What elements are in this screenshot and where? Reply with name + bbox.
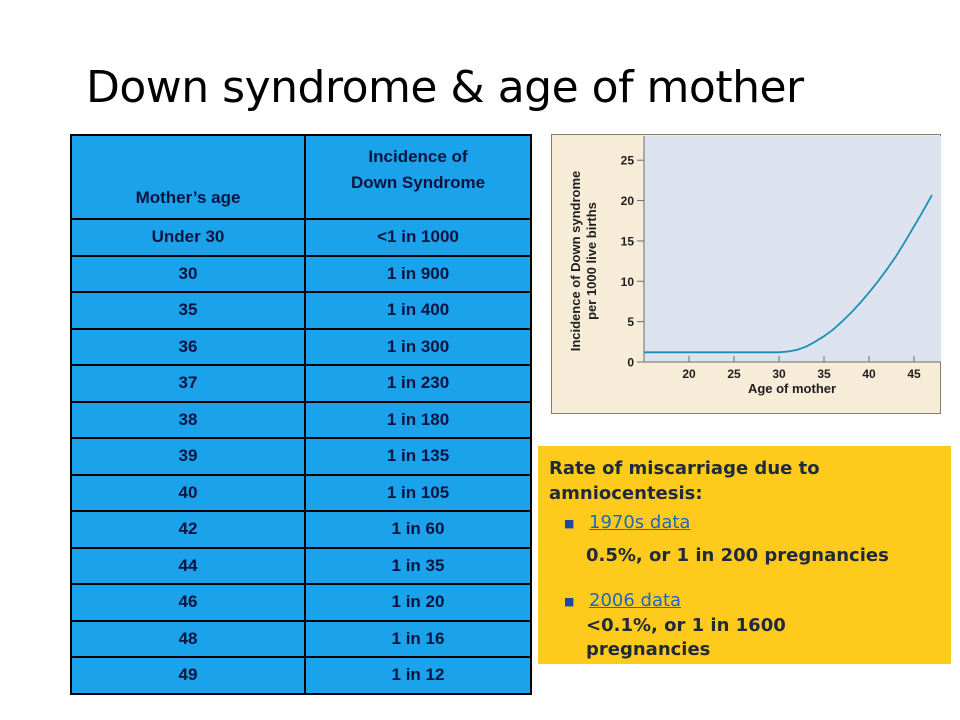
item1-text: 0.5%, or 1 in 200 pregnancies	[586, 545, 889, 566]
table-row: 44 1 in 35	[70, 546, 532, 585]
y-tick-label: 0	[627, 356, 634, 370]
incidence-table: Mother’s age Incidence of Down Syndrome …	[70, 134, 532, 695]
y-axis-label-line2: per 1000 live births	[584, 202, 599, 320]
incidence-cell: 1 in 20	[304, 583, 532, 622]
table-row: 36 1 in 300	[70, 327, 532, 366]
info-heading-line1: Rate of miscarriage due to	[549, 458, 820, 479]
age-cell: 38	[70, 400, 306, 439]
y-tick-label: 10	[621, 275, 635, 289]
incidence-cell: 1 in 35	[304, 546, 532, 585]
table-header-row: Mother’s age Incidence of Down Syndrome	[70, 134, 532, 220]
info-heading-line2: amniocentesis:	[549, 483, 703, 504]
y-tick-label: 20	[621, 194, 635, 208]
age-cell: 42	[70, 510, 306, 549]
age-cell: 40	[70, 473, 306, 512]
incidence-cell: 1 in 135	[304, 437, 532, 476]
table-row: 48 1 in 16	[70, 619, 532, 658]
link-1970s-data[interactable]: 1970s data	[589, 512, 691, 533]
table-row: 38 1 in 180	[70, 400, 532, 439]
table-row: 37 1 in 230	[70, 364, 532, 403]
x-tick-label: 40	[862, 367, 876, 381]
y-tick-label: 5	[627, 315, 634, 329]
age-cell: 49	[70, 656, 306, 695]
age-cell: Under 30	[70, 218, 306, 257]
info-heading: Rate of miscarriage due to amniocentesis…	[549, 456, 939, 506]
table-row: 46 1 in 20	[70, 583, 532, 622]
x-tick-label: 30	[772, 367, 786, 381]
y-tick-label: 15	[621, 234, 635, 248]
y-axis-label-line1: Incidence of Down syndrome	[568, 171, 583, 352]
age-cell: 46	[70, 583, 306, 622]
table-body: Under 30 <1 in 1000 30 1 in 900 35 1 in 400 36…	[70, 218, 532, 695]
x-axis-label: Age of mother	[748, 381, 836, 396]
column-header-incidence: Incidence of Down Syndrome	[304, 134, 532, 220]
incidence-graph: 0 5 10 15 20 25 20 25 30 35 40 45 Incidence of Dow…	[551, 134, 941, 414]
incidence-cell: 1 in 105	[304, 473, 532, 512]
column-header-incidence-line2: Down Syndrome	[350, 172, 486, 192]
item2-text: <0.1%, or 1 in 1600 pregnancies	[586, 614, 948, 662]
age-cell: 37	[70, 364, 306, 403]
y-tick-label: 25	[621, 154, 635, 168]
x-tick-label: 20	[682, 367, 696, 381]
incidence-cell: 1 in 900	[304, 254, 532, 293]
table-row: 39 1 in 135	[70, 437, 532, 476]
table-row: 30 1 in 900	[70, 254, 532, 293]
plot-area	[644, 136, 941, 362]
link-2006-data[interactable]: 2006 data	[589, 590, 682, 611]
x-tick-label: 25	[727, 367, 741, 381]
table-row: 42 1 in 60	[70, 510, 532, 549]
incidence-cell: 1 in 16	[304, 619, 532, 658]
age-cell: 39	[70, 437, 306, 476]
y-ticks: 0 5 10 15 20 25	[621, 154, 644, 370]
x-ticks: 20 25 30 35 40 45	[682, 356, 921, 381]
square-bullet-icon: ■	[564, 517, 575, 530]
incidence-cell: 1 in 180	[304, 400, 532, 439]
x-tick-label: 35	[817, 367, 831, 381]
square-bullet-icon: ■	[564, 595, 575, 608]
age-cell: 36	[70, 327, 306, 366]
incidence-cell: 1 in 300	[304, 327, 532, 366]
incidence-cell: <1 in 1000	[304, 218, 532, 257]
incidence-cell: 1 in 60	[304, 510, 532, 549]
item2-text-line1: <0.1%, or 1 in 1600	[586, 615, 786, 636]
page-title: Down syndrome & age of mother	[86, 62, 804, 113]
table-row: Under 30 <1 in 1000	[70, 218, 532, 257]
age-cell: 30	[70, 254, 306, 293]
age-cell: 48	[70, 619, 306, 658]
incidence-curve	[644, 194, 933, 354]
age-cell: 35	[70, 291, 306, 330]
table-row: 35 1 in 400	[70, 291, 532, 330]
miscarriage-info-box: Rate of miscarriage due to amniocentesis…	[538, 446, 951, 664]
column-header-mothers-age: Mother’s age	[70, 134, 306, 220]
column-header-incidence-line1: Incidence of	[368, 147, 468, 166]
incidence-cell: 1 in 12	[304, 656, 532, 695]
table-row: 49 1 in 12	[70, 656, 532, 695]
age-cell: 44	[70, 546, 306, 585]
item2-text-line2: pregnancies	[586, 639, 711, 660]
incidence-cell: 1 in 230	[304, 364, 532, 403]
incidence-graph-svg: 0 5 10 15 20 25 20 25 30 35 40 45 Incidence of Dow…	[568, 136, 941, 396]
x-tick-label: 45	[907, 367, 921, 381]
table-row: 40 1 in 105	[70, 473, 532, 512]
incidence-cell: 1 in 400	[304, 291, 532, 330]
